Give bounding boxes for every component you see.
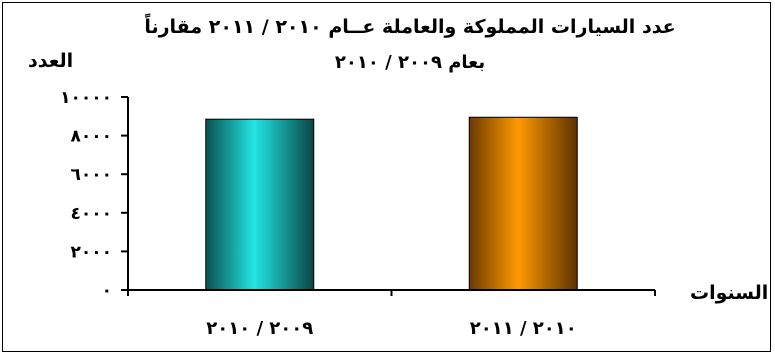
y-tick-label-2: ٤٠٠٠ — [70, 204, 112, 224]
y-tick-label-4: ٨٠٠٠ — [70, 127, 112, 147]
chart-title-line2: بعام ٢٠٠٩ / ٢٠١٠ — [334, 52, 486, 73]
y-axis-label: العدد — [28, 50, 74, 72]
y-tick-label-1: ٢٠٠٠ — [70, 242, 112, 262]
x-axis-label: السنوات — [690, 282, 769, 304]
chart-title-line1: عدد السيارات المملوكة والعاملة عــام ٢٠١… — [144, 16, 676, 38]
chart-frame — [2, 2, 771, 352]
y-tick-label-3: ٦٠٠٠ — [70, 165, 112, 185]
bar-0 — [205, 118, 315, 291]
y-tick-label-5: ١٠٠٠٠ — [60, 88, 112, 108]
bar-1 — [468, 116, 578, 291]
x-tick-label-1: ٢٠١٠ / ٢٠١١ — [470, 318, 577, 339]
y-tick-label-0: ٠ — [102, 281, 112, 301]
x-tick-label-0: ٢٠٠٩ / ٢٠١٠ — [206, 318, 313, 339]
